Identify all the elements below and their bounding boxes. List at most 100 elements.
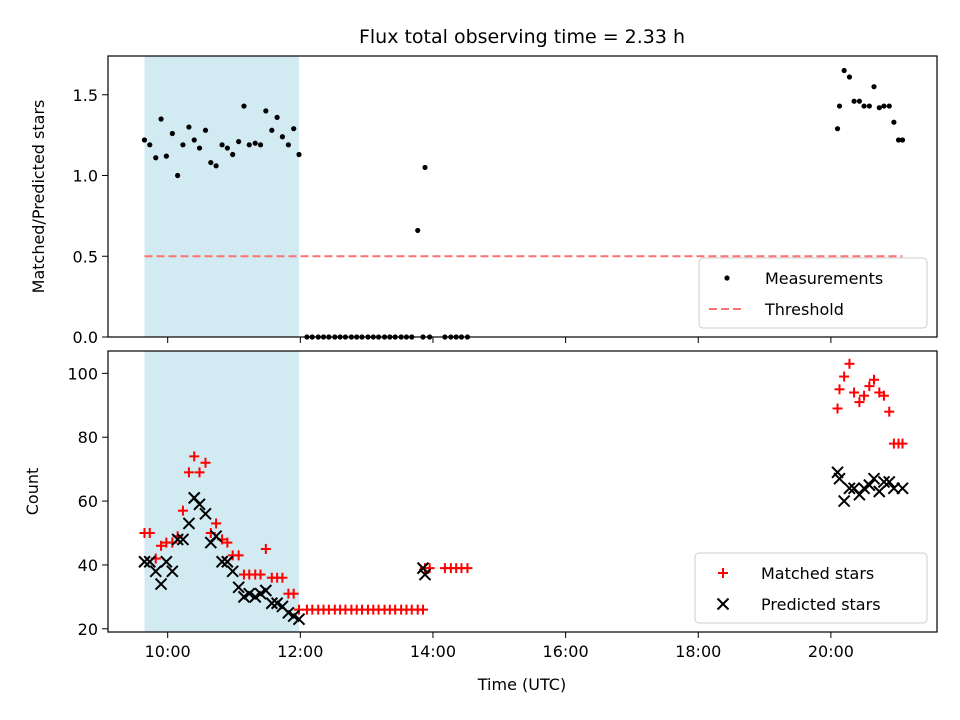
data-point bbox=[861, 103, 867, 109]
count-legend: Matched stars Predicted stars bbox=[694, 552, 928, 624]
data-point bbox=[895, 137, 902, 143]
data-point bbox=[881, 103, 887, 109]
matched-point bbox=[418, 604, 429, 615]
y-tick-label: 0.0 bbox=[73, 328, 98, 347]
predicted-point bbox=[837, 494, 851, 508]
predicted-point bbox=[896, 482, 909, 495]
matched-point bbox=[884, 406, 895, 417]
data-point bbox=[871, 84, 877, 90]
count-panel-frame bbox=[107, 350, 938, 633]
highlight-span-bottom bbox=[144, 351, 300, 632]
predicted-point bbox=[182, 517, 196, 530]
predicted-point bbox=[215, 555, 229, 568]
y-tick-label: 80 bbox=[78, 428, 98, 447]
ratio-legend: Measurements Threshold bbox=[698, 257, 928, 329]
legend-item: Predicted stars bbox=[716, 595, 881, 614]
matched-point bbox=[462, 563, 473, 574]
matched-point bbox=[844, 358, 855, 369]
matched-point bbox=[849, 387, 860, 398]
series-predicted-stars bbox=[138, 466, 909, 626]
data-point bbox=[246, 142, 252, 148]
legend-label: Matched stars bbox=[761, 564, 874, 583]
data-point bbox=[263, 108, 269, 114]
x-axis-label: Time (UTC) bbox=[477, 675, 566, 694]
ratio-panel-frame bbox=[107, 55, 938, 338]
data-point bbox=[158, 116, 164, 122]
data-point bbox=[856, 98, 863, 104]
predicted-point bbox=[226, 565, 239, 578]
matched-point bbox=[156, 540, 167, 551]
matched-point bbox=[255, 569, 266, 580]
data-point bbox=[876, 105, 882, 111]
data-point bbox=[202, 127, 209, 133]
matched-point bbox=[834, 384, 845, 395]
y-tick-label: 20 bbox=[78, 620, 98, 639]
data-point bbox=[224, 145, 230, 151]
data-point bbox=[891, 119, 897, 125]
matched-point bbox=[200, 457, 211, 468]
data-point bbox=[230, 151, 236, 158]
data-point bbox=[175, 172, 181, 179]
y-tick-label: 1.0 bbox=[73, 167, 98, 186]
x-tick-label: 12:00 bbox=[277, 642, 323, 661]
predicted-point bbox=[883, 475, 896, 489]
matched-point bbox=[288, 588, 299, 599]
matched-point bbox=[859, 390, 870, 401]
y-tick-label: 0.5 bbox=[73, 247, 98, 266]
ratio-ylabel: Matched/Predicted stars bbox=[29, 100, 48, 294]
data-point bbox=[186, 124, 192, 130]
matched-point bbox=[864, 381, 875, 392]
count-panel: 10:00 12:00 14:00 16:00 18:00 20:00 20 40 60 80 10… bbox=[23, 350, 938, 661]
data-point bbox=[279, 134, 286, 140]
predicted-point bbox=[867, 472, 881, 485]
data-point bbox=[208, 159, 214, 166]
data-point bbox=[213, 163, 219, 169]
x-tick-label: 10:00 bbox=[145, 642, 191, 661]
matched-point bbox=[868, 374, 879, 385]
legend-label: Measurements bbox=[765, 269, 883, 288]
legend-label: Predicted stars bbox=[761, 595, 881, 614]
data-point bbox=[196, 145, 203, 151]
count-ylabel: Count bbox=[23, 468, 42, 516]
matched-point bbox=[277, 572, 288, 583]
matched-point bbox=[839, 371, 850, 382]
predicted-point bbox=[143, 555, 156, 568]
x-tick-label: 16:00 bbox=[543, 642, 589, 661]
predicted-point bbox=[221, 555, 234, 568]
data-point bbox=[834, 126, 841, 132]
data-point bbox=[141, 137, 148, 143]
predicted-point bbox=[149, 565, 162, 578]
predicted-point bbox=[863, 478, 876, 492]
data-point bbox=[169, 130, 175, 137]
highlight-span-top bbox=[144, 56, 300, 337]
data-point bbox=[285, 142, 291, 148]
matched-point bbox=[260, 543, 271, 554]
predicted-point bbox=[833, 472, 846, 485]
y-tick-label: 60 bbox=[78, 492, 98, 511]
matched-point bbox=[897, 438, 908, 449]
legend-box bbox=[694, 552, 928, 624]
data-point bbox=[841, 67, 847, 74]
x-tick-label: 18:00 bbox=[675, 642, 721, 661]
data-point bbox=[422, 164, 428, 171]
predicted-point bbox=[877, 475, 891, 489]
predicted-point bbox=[853, 488, 866, 501]
predicted-point bbox=[209, 529, 223, 543]
data-point bbox=[269, 127, 275, 133]
matched-point bbox=[878, 390, 889, 401]
data-point bbox=[241, 103, 247, 109]
y-tick-label: 1.5 bbox=[73, 86, 98, 105]
predicted-point bbox=[232, 581, 245, 594]
predicted-point bbox=[160, 555, 173, 568]
matched-point bbox=[194, 467, 205, 478]
data-point bbox=[163, 153, 169, 159]
predicted-point bbox=[171, 533, 184, 546]
data-point bbox=[257, 142, 264, 148]
predicted-point bbox=[199, 507, 212, 521]
data-point bbox=[886, 103, 892, 109]
data-point bbox=[274, 114, 280, 120]
count-panel-ticks: 10:00 12:00 14:00 16:00 18:00 20:00 20 40 60 80 10… bbox=[67, 364, 853, 661]
legend-label: Threshold bbox=[764, 300, 844, 319]
predicted-point bbox=[292, 613, 306, 626]
predicted-point bbox=[176, 533, 190, 546]
